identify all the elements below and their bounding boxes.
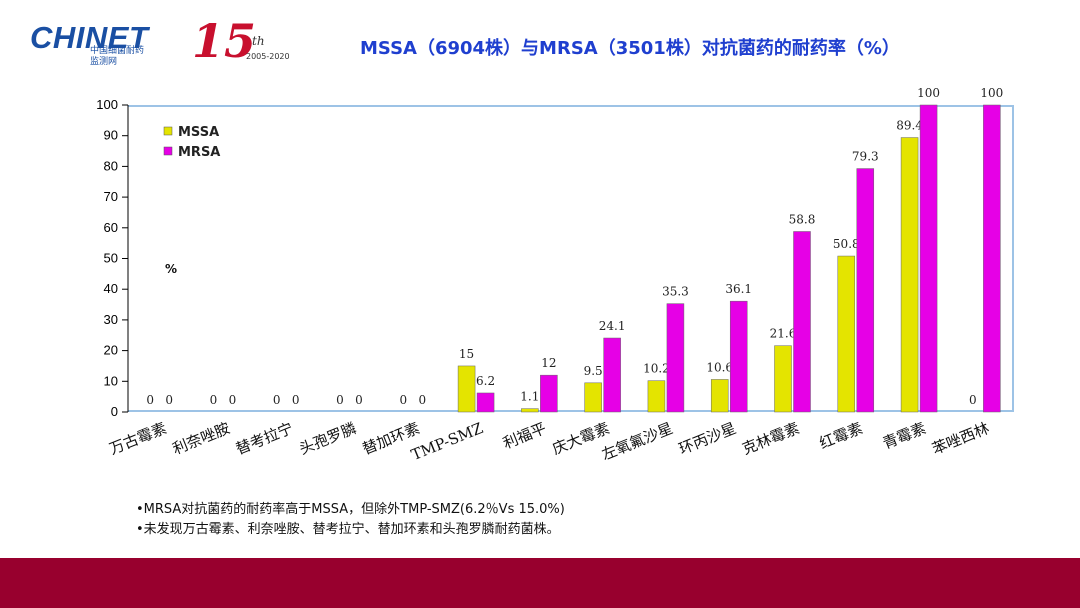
data-label-mssa: 0 (146, 393, 154, 407)
data-label-mrsa: 35.3 (662, 285, 689, 299)
category-label: 利福平 (500, 419, 548, 453)
anniversary-number: 15 (192, 14, 257, 68)
plot-frame (128, 105, 1014, 412)
bar-mrsa (856, 168, 875, 413)
bar-mssa (584, 382, 602, 413)
y-tick-label: 10 (104, 373, 118, 388)
category-label: 替考拉宁 (233, 419, 295, 458)
bar-mssa (457, 365, 476, 413)
data-label-mrsa: 100 (980, 86, 1003, 100)
bar-mrsa (729, 300, 748, 413)
bar-mrsa (919, 104, 938, 413)
y-tick-label: 100 (96, 97, 118, 112)
bar-mrsa (476, 392, 495, 413)
data-label-mssa: 0 (210, 393, 218, 407)
data-label-mssa: 0 (336, 393, 344, 407)
slide-title: MSSA（6904株）与MRSA（3501株）对抗菌药的耐药率（%） (360, 38, 900, 59)
logo-subtitle-line-1: 中国细菌耐药 (90, 46, 145, 56)
y-tick-label: 60 (104, 220, 118, 235)
data-label-mssa: 0 (399, 393, 407, 407)
bar-mrsa (666, 303, 685, 413)
y-tick-label: 90 (104, 128, 118, 143)
data-label-mrsa: 36.1 (725, 282, 752, 296)
data-label-mrsa: 58.8 (789, 212, 816, 226)
data-label-mrsa: 0 (292, 393, 300, 407)
data-label-mrsa: 79.3 (852, 150, 879, 164)
chinet-logo: CHINET 中国细菌耐药 监测网 (24, 18, 174, 74)
y-tick-label: 30 (104, 312, 118, 327)
bar-mrsa (983, 104, 1001, 413)
category-label: 利奈唑胺 (170, 419, 232, 458)
y-tick-label: 80 (104, 158, 118, 173)
category-label: 万古霉素 (107, 419, 169, 458)
y-tick-label: 0 (111, 404, 118, 419)
data-label-mrsa: 24.1 (599, 319, 626, 333)
category-label: 青霉素 (880, 419, 928, 453)
category-label: TMP-SMZ (409, 419, 486, 464)
bar-mssa (900, 137, 919, 413)
bar-mrsa (793, 231, 811, 413)
category-label: 红霉素 (817, 419, 865, 453)
bar-mssa (647, 380, 666, 413)
data-label-mssa: 15 (459, 347, 474, 361)
data-label-mssa: 50.8 (833, 237, 860, 251)
data-label-mrsa: 0 (355, 393, 363, 407)
data-label-mrsa: 0 (165, 393, 173, 407)
y-tick-label: 70 (104, 189, 118, 204)
category-label: 头孢罗膦 (297, 419, 359, 458)
category-label: 环丙沙星 (676, 419, 738, 458)
logo-subtitle: 中国细菌耐药 监测网 (90, 46, 144, 68)
data-label-mssa: 1.1 (520, 390, 539, 404)
note-1: •MRSA对抗菌药的耐药率高于MSSA，但除外TMP-SMZ(6.2％Vs 15… (136, 502, 565, 517)
data-label-mssa: 9.5 (584, 364, 603, 378)
legend-swatch-mrsa (163, 146, 173, 156)
notes: •MRSA对抗菌药的耐药率高于MSSA，但除外TMP-SMZ(6.2％Vs 15… (136, 500, 565, 540)
data-label-mrsa: 0 (418, 393, 426, 407)
data-label-mssa: 89.4 (896, 119, 923, 133)
footer-bar (0, 558, 1080, 608)
data-label-mssa: 21.6 (770, 327, 797, 341)
category-label: 左氧氟沙星 (599, 419, 675, 464)
y-tick-label: 50 (104, 251, 118, 266)
y-tick-label: 20 (104, 343, 118, 358)
legend-label-mssa: MSSA (178, 125, 219, 140)
legend-swatch-mssa (163, 126, 173, 136)
data-label-mrsa: 6.2 (476, 374, 495, 388)
data-label-mssa: 10.6 (706, 360, 733, 374)
anniversary-years: 2005-2020 (246, 52, 290, 61)
data-label-mrsa: 100 (917, 86, 940, 100)
y-axis-unit-label: % (165, 262, 177, 276)
y-tick-label: 40 (104, 281, 118, 296)
category-label: 苯唑西林 (929, 419, 991, 458)
note-2: •未发现万古霉素、利奈唑胺、替考拉宁、替加环素和头孢罗膦耐药菌株。 (136, 522, 560, 537)
logo-text: CHINET (30, 20, 149, 55)
bar-mrsa (603, 337, 621, 413)
legend-label-mrsa: MRSA (178, 145, 220, 160)
data-label-mssa: 0 (273, 393, 281, 407)
data-label-mssa: 0 (969, 393, 977, 407)
anniversary-logo: 15 th 2005-2020 (188, 14, 298, 74)
data-label-mssa: 10.2 (643, 362, 670, 376)
category-label: 克林霉素 (740, 419, 802, 458)
bar-mrsa (540, 374, 558, 413)
data-label-mrsa: 12 (541, 356, 556, 370)
logo-subtitle-line-2: 监测网 (90, 57, 118, 67)
bar-mssa (521, 408, 539, 413)
anniversary-suffix: th (252, 34, 265, 48)
bar-mssa (710, 379, 729, 413)
bar-mssa (837, 255, 856, 413)
data-label-mrsa: 0 (229, 393, 237, 407)
bar-mssa (774, 345, 792, 413)
